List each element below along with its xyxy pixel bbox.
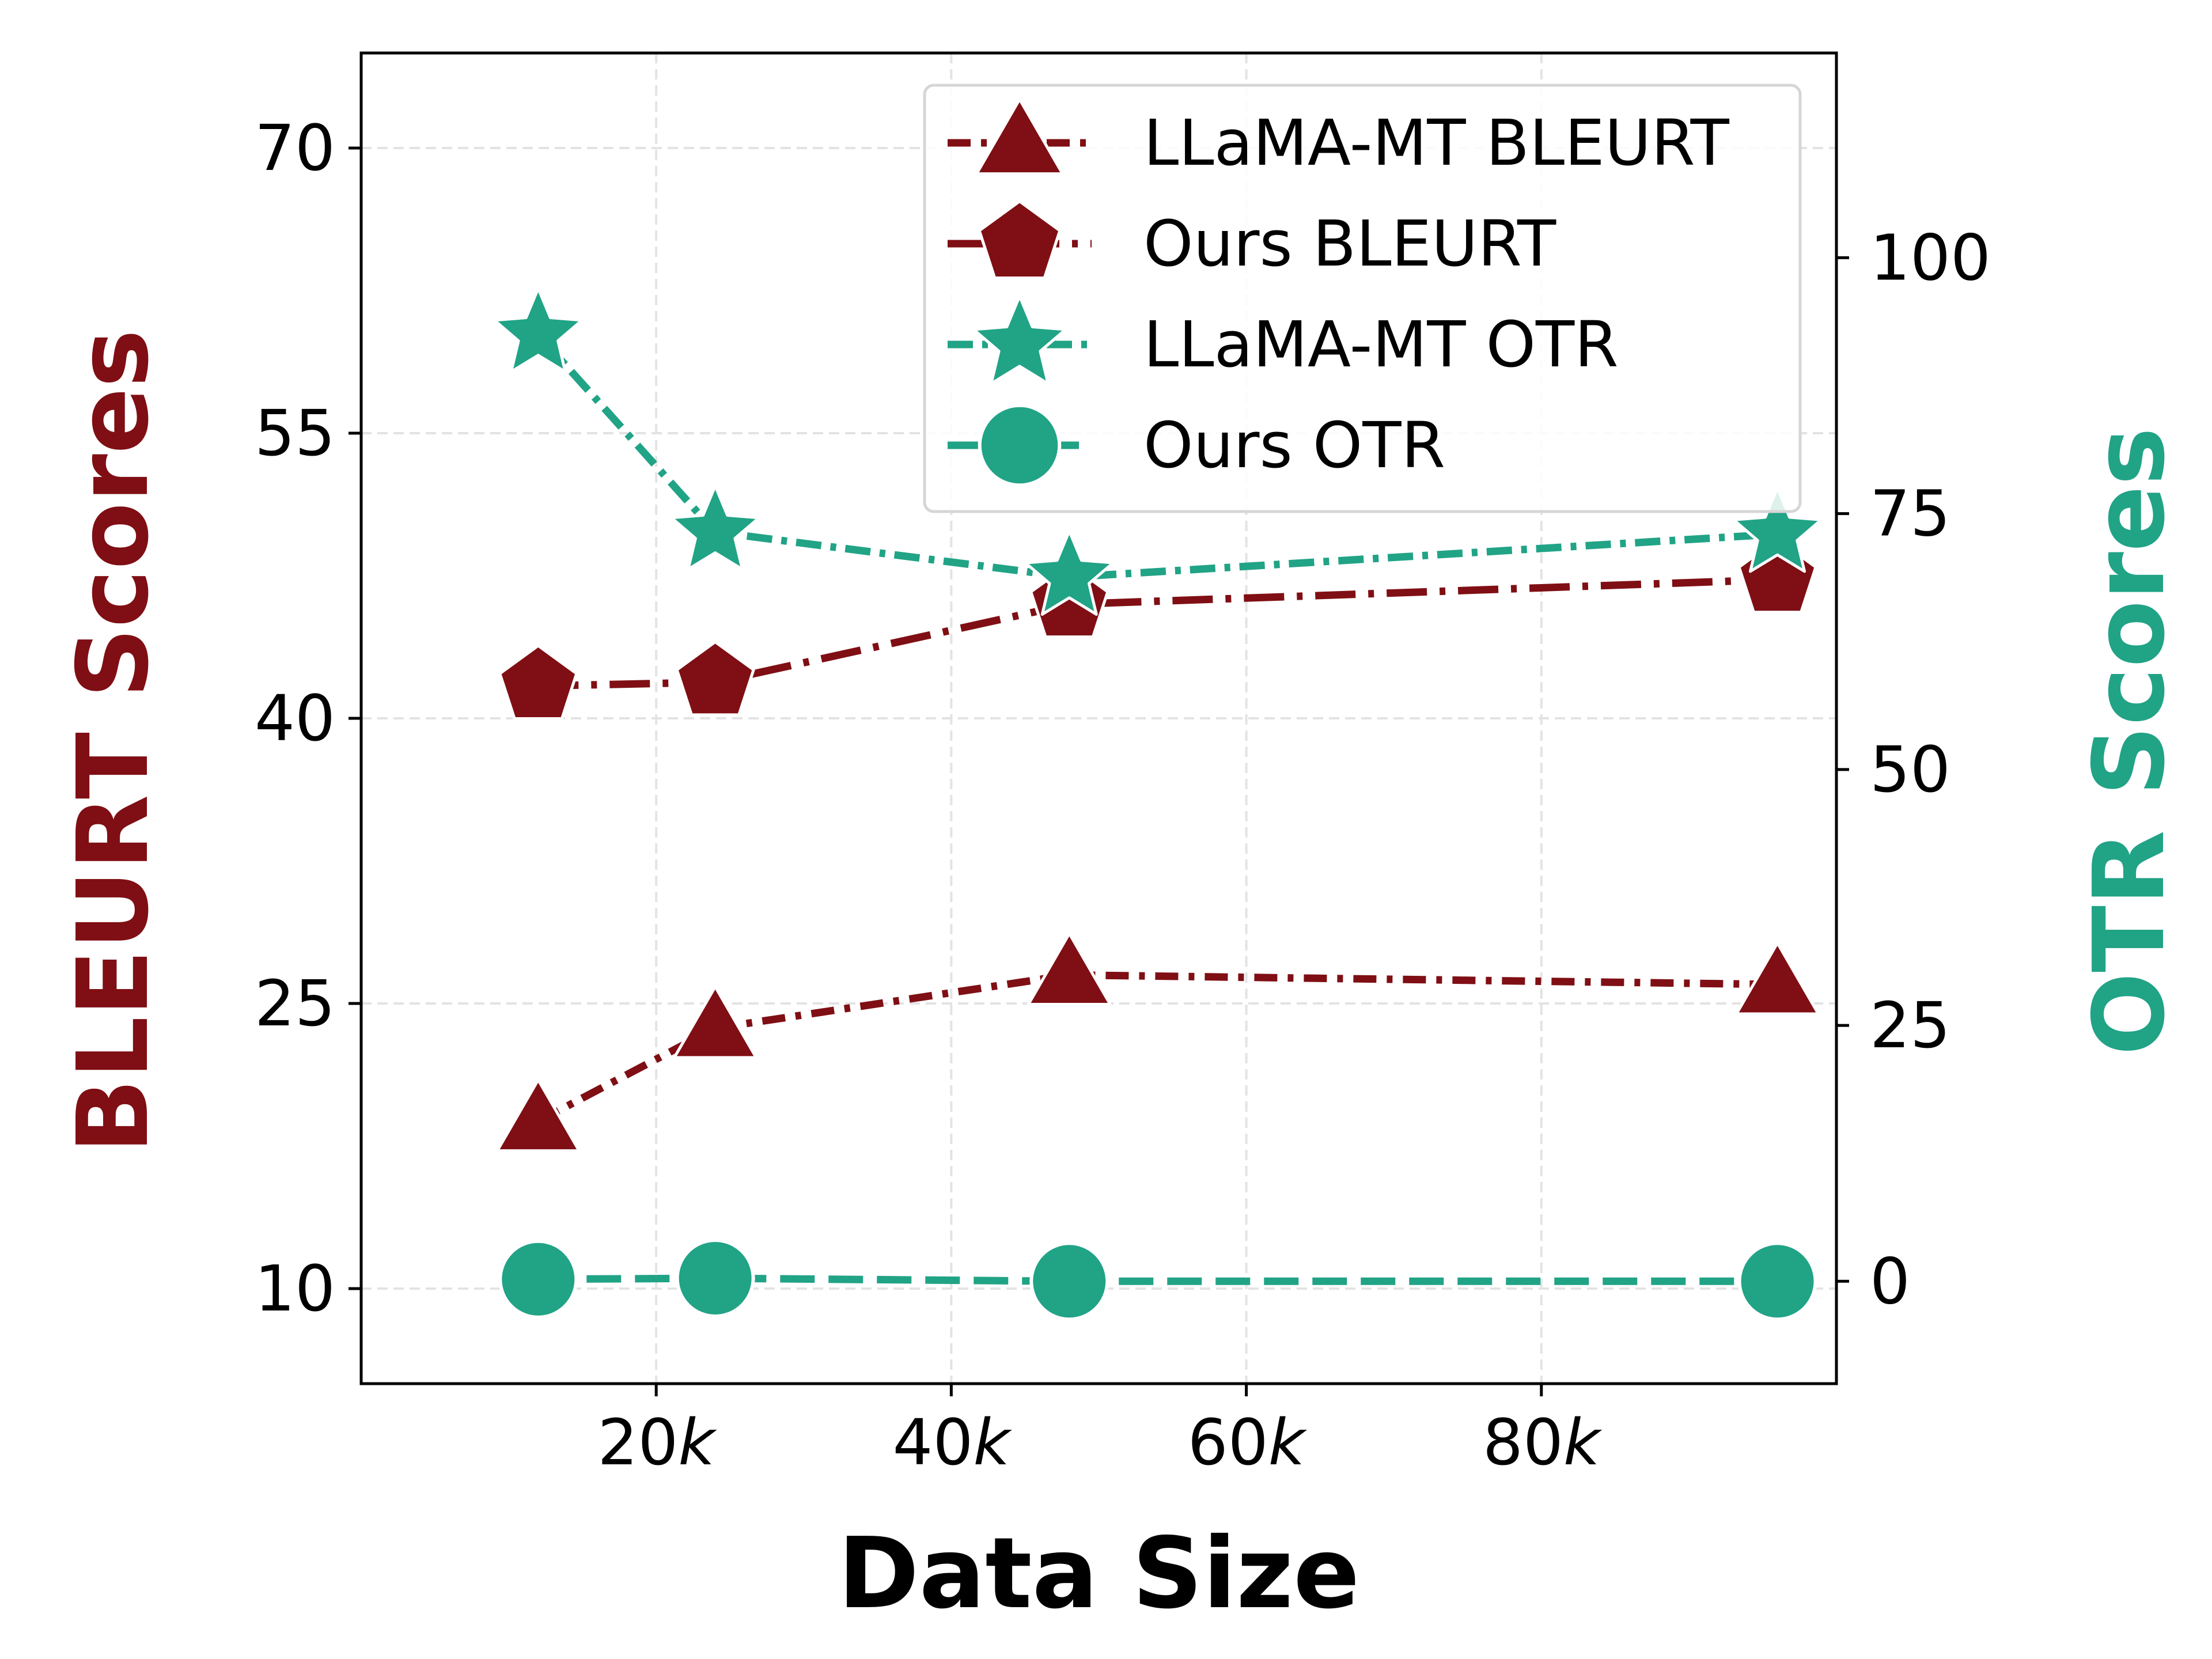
legend-label: LLaMA-MT BLEURT xyxy=(1143,106,1730,180)
left-y-tick-label: 10 xyxy=(255,1252,335,1325)
legend-marker-circle xyxy=(978,403,1062,487)
data-point-circle xyxy=(1029,1241,1109,1321)
legend-item: Ours BLEURT xyxy=(948,200,1556,281)
legend-marker-star xyxy=(972,294,1067,385)
axis-ticks: 20k 40k 60k 80k 10 25 40 55 70 0 25 50 75 100 xyxy=(255,111,1991,1479)
right-y-tick-label: 100 xyxy=(1870,221,1991,294)
series-llama-mt-otr xyxy=(493,287,1823,616)
data-point-triangle xyxy=(495,1078,581,1153)
series-ours-bleurt xyxy=(498,537,1817,720)
data-point-triangle xyxy=(673,985,758,1059)
legend-marker-pentagon xyxy=(978,200,1062,279)
data-point-star xyxy=(1024,529,1115,616)
right-y-tick-label: 0 xyxy=(1870,1244,1910,1318)
left-y-tick-label: 25 xyxy=(255,967,335,1040)
series-ours-otr xyxy=(498,1238,1817,1321)
data-point-circle xyxy=(675,1238,755,1318)
x-axis-title: Data Size xyxy=(838,1517,1360,1631)
data-point-pentagon xyxy=(498,644,578,720)
right-y-tick-label: 50 xyxy=(1870,733,1950,806)
legend-label: Ours BLEURT xyxy=(1143,207,1556,281)
data-point-star xyxy=(493,287,584,373)
left-y-tick-label: 40 xyxy=(255,681,335,755)
legend-item: LLaMA-MT BLEURT xyxy=(948,97,1730,180)
series-line xyxy=(538,575,1778,690)
legend-item: LLaMA-MT OTR xyxy=(948,294,1619,385)
data-point-star xyxy=(1732,486,1823,573)
left-y-axis-title: BLEURT Scores xyxy=(56,329,171,1154)
series-layer xyxy=(493,287,1823,1321)
series-line xyxy=(538,1274,1778,1285)
data-point-circle xyxy=(1737,1241,1817,1321)
series-llama-mt-bleurt xyxy=(495,932,1820,1153)
data-point-triangle xyxy=(1735,941,1820,1016)
series-line xyxy=(535,332,1778,581)
legend: LLaMA-MT BLEURT Ours BLEURT LLaMA-MT OTR Ou… xyxy=(923,84,1802,513)
legend-marker-triangle xyxy=(975,97,1065,176)
left-y-tick-label: 70 xyxy=(255,111,335,185)
data-point-triangle xyxy=(1027,932,1112,1006)
x-tick-label: 80k xyxy=(1483,1406,1603,1479)
legend-label: LLaMA-MT OTR xyxy=(1143,308,1619,381)
legend-item: Ours OTR xyxy=(948,403,1445,487)
data-point-circle xyxy=(498,1239,578,1319)
x-tick-label: 40k xyxy=(893,1406,1013,1479)
data-point-pentagon xyxy=(675,640,755,717)
right-y-tick-label: 75 xyxy=(1870,477,1950,551)
legend-box xyxy=(923,84,1802,513)
legend-label: Ours OTR xyxy=(1143,408,1445,482)
right-y-axis-title: OTR Scores xyxy=(2073,427,2187,1056)
series-line xyxy=(536,971,1778,1125)
data-point-star xyxy=(670,484,761,571)
x-tick-label: 60k xyxy=(1188,1406,1308,1479)
right-y-tick-label: 25 xyxy=(1870,988,1950,1062)
left-y-tick-label: 55 xyxy=(255,396,335,470)
x-tick-label: 20k xyxy=(597,1406,717,1479)
